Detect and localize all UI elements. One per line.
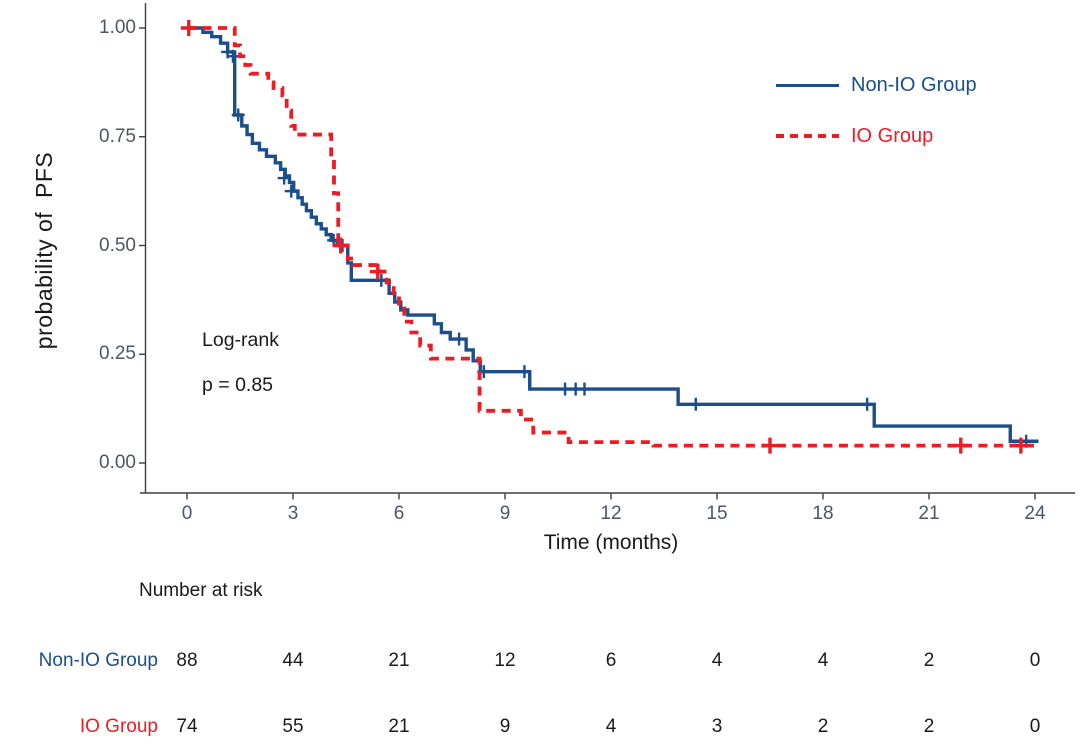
x-tick-label: 6 (393, 503, 405, 524)
legend-label: IO Group (851, 124, 934, 147)
y-tick-label: 0.00 (99, 452, 136, 473)
y-axis-title: probability of PFS (31, 151, 58, 349)
risk-row-label: IO Group (79, 716, 158, 737)
y-tick-label: 0.25 (99, 343, 136, 365)
y-tick-label: 0.50 (99, 234, 136, 256)
risk-value: 3 (711, 716, 723, 737)
risk-value: 4 (711, 650, 723, 671)
risk-row-label: Non-IO Group (38, 650, 158, 671)
risk-row-io-group: IO Group 74 55 21 9 4 3 2 2 0 (0, 714, 1080, 740)
number-at-risk-title: Number at risk (139, 580, 263, 601)
risk-value: 74 (176, 716, 198, 737)
risk-value: 0 (1029, 716, 1041, 737)
y-tick-label: 0.75 (99, 125, 136, 147)
x-tick-label: 0 (181, 503, 193, 524)
x-tick-label: 18 (812, 503, 834, 524)
survival-curve-non-io-group (187, 26, 1039, 443)
y-axis-title-wrap: probability of PFS (22, 0, 68, 500)
legend-solid-line-icon (776, 83, 839, 87)
logrank-annotation-line1: Log-rank (202, 329, 279, 351)
risk-value: 2 (817, 716, 829, 737)
risk-row-non-io-group: Non-IO Group 88 44 21 12 6 4 4 2 0 (0, 648, 1080, 674)
survival-curve-io-group (187, 26, 1035, 448)
x-tick-label: 21 (918, 503, 940, 524)
risk-value: 4 (605, 716, 617, 737)
risk-value: 9 (499, 716, 511, 737)
x-axis-title: Time (months) (543, 531, 679, 554)
risk-value: 0 (1029, 650, 1041, 671)
x-tick-label: 3 (287, 503, 299, 524)
x-tick-label: 9 (499, 503, 511, 524)
risk-value: 4 (817, 650, 829, 671)
risk-value: 55 (282, 716, 304, 737)
x-tick-label: 15 (706, 503, 728, 524)
risk-value: 2 (923, 716, 935, 737)
risk-value: 88 (176, 650, 198, 671)
risk-value: 12 (494, 650, 516, 671)
risk-value: 21 (388, 650, 410, 671)
legend-item-io-group: IO Group (776, 123, 977, 149)
legend: Non-IO Group IO Group (776, 72, 977, 149)
risk-value: 21 (388, 716, 410, 737)
x-tick-label: 24 (1024, 503, 1046, 524)
y-tick-label: 1.00 (99, 17, 136, 38)
risk-value: 44 (282, 650, 304, 671)
risk-value: 6 (605, 650, 617, 671)
x-tick-label: 12 (600, 503, 622, 524)
logrank-annotation-line2: p = 0.85 (202, 374, 274, 396)
risk-value: 2 (923, 650, 935, 671)
legend-item-non-io-group: Non-IO Group (776, 72, 977, 98)
legend-label: Non-IO Group (851, 73, 977, 96)
legend-dashed-line-icon (776, 134, 839, 138)
